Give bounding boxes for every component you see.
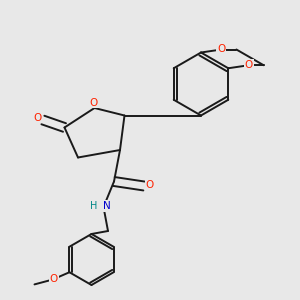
Text: N: N (103, 201, 110, 211)
Text: H: H (90, 201, 97, 211)
Text: O: O (217, 44, 226, 55)
Text: O: O (89, 98, 98, 108)
Text: O: O (33, 112, 42, 123)
Text: O: O (50, 274, 58, 284)
Text: O: O (244, 60, 253, 70)
Text: O: O (146, 179, 154, 190)
